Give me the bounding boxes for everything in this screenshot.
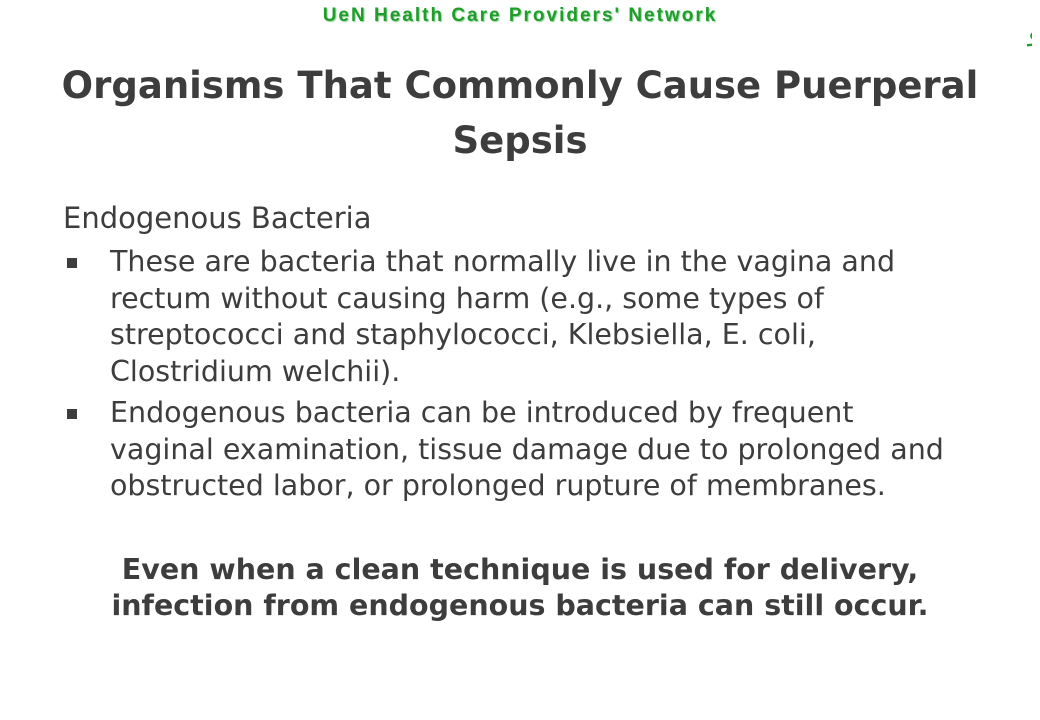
square-bullet-icon — [67, 409, 77, 419]
network-header: UeN Health Care Providers' Network — [322, 5, 718, 26]
emphasis-note: Even when a clean technique is used for … — [40, 552, 1000, 624]
bullet-text: These are bacteria that normally live in… — [110, 245, 896, 388]
bullet-list: These are bacteria that normally live in… — [63, 244, 963, 505]
emphasis-line-1: Even when a clean technique is used for … — [121, 553, 919, 586]
bullet-item: These are bacteria that normally live in… — [63, 244, 963, 390]
section-subheading: Endogenous Bacteria — [63, 201, 372, 235]
bullet-text: Endogenous bacteria can be introduced by… — [110, 396, 944, 502]
slide-title: Organisms That Commonly Cause Puerperal … — [40, 58, 1000, 168]
square-bullet-icon — [67, 258, 77, 268]
bullet-item: Endogenous bacteria can be introduced by… — [63, 395, 963, 505]
slide-content: Endogenous Bacteria These are bacteria t… — [63, 198, 963, 510]
logo-text: اُمیدِنو — [1026, 11, 1032, 47]
slide-title-line-2: Sepsis — [452, 119, 588, 162]
urdu-calligraphy-logo-icon: اُمیدِنو — [1026, 11, 1032, 47]
emphasis-line-2: infection from endogenous bacteria can s… — [111, 589, 929, 622]
slide-title-line-1: Organisms That Commonly Cause Puerperal — [61, 64, 979, 107]
